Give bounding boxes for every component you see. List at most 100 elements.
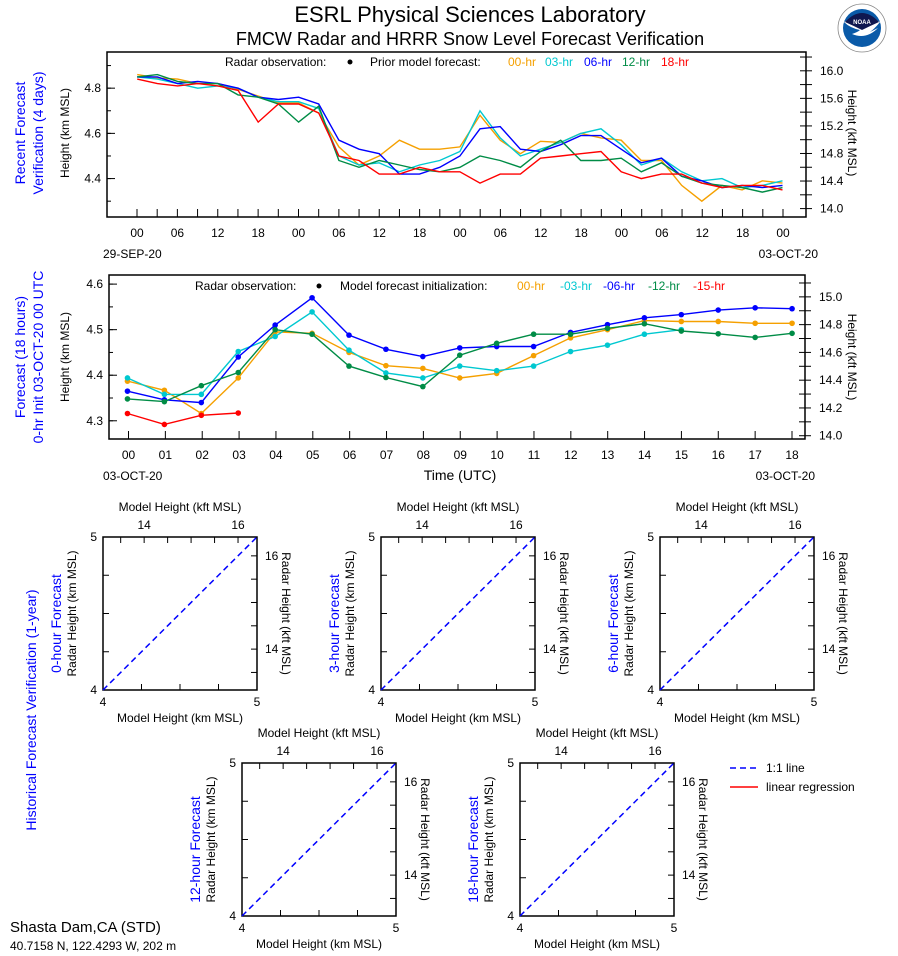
panel-12h-x2tick-label: 16	[370, 744, 384, 758]
mid-point-m03-hr	[420, 375, 426, 381]
panel-18h-ylabel: Radar Height (km MSL)	[482, 776, 496, 902]
mid-point-m06-hr	[124, 388, 131, 394]
top-xtick-label: 06	[655, 226, 669, 240]
top-xtick-label: 00	[292, 226, 306, 240]
mid-point-m06-hr	[198, 399, 205, 406]
mid-ytick-label: 4.6	[86, 277, 103, 291]
top-xtick-label: 06	[332, 226, 346, 240]
top-y2tick-label: 14.4	[820, 174, 844, 188]
panel-18h-one-to-one-line	[519, 762, 675, 917]
mid-end-date: 03-OCT-20	[756, 469, 816, 483]
noaa-logo: NOAA	[837, 3, 887, 53]
panel-6h-xtick-label: 4	[657, 695, 664, 709]
mid-point-m06-hr	[789, 305, 795, 312]
panel-18h-xlabel: Model Height (km MSL)	[534, 937, 660, 951]
mid-point-00-hr	[715, 318, 722, 325]
mid-point-m12-hr	[715, 330, 722, 337]
mid-point-m12-hr	[493, 340, 500, 347]
panel-18h-ytick-label: 5	[507, 756, 514, 770]
mid-point-m12-hr	[161, 398, 168, 405]
panel-6h-xtick-label: 5	[811, 695, 818, 709]
mid-point-m03-hr	[383, 370, 389, 376]
panel-18h-y2tick-label: 14	[682, 868, 696, 882]
mid-legend-15hr: -15-hr	[693, 279, 725, 293]
mid-series-m15-hr	[127, 412, 239, 426]
mid-point-00-hr	[678, 318, 685, 325]
panel-3h-xtick-label: 5	[532, 695, 539, 709]
mid-xtick-label: 10	[490, 448, 504, 462]
mid-y2tick-label: 14.4	[819, 373, 843, 387]
mid-y2tick-label: 14.2	[819, 401, 843, 415]
mid-point-m06-hr	[530, 343, 537, 350]
mid-point-m03-hr	[493, 367, 500, 374]
mid-y2tick-label: 14.8	[819, 318, 843, 332]
scatter-legend: 1:1 line linear regression	[730, 761, 855, 794]
mid-xtick-label: 13	[601, 448, 615, 462]
mid-point-00-hr	[383, 362, 389, 369]
mid-point-m03-hr	[567, 348, 574, 355]
panel-18h-y2label: Radar Height (kft MSL)	[696, 778, 710, 901]
panel-0h-x2label: Model Height (kft MSL)	[119, 500, 242, 514]
panel-0h-ytick-label: 4	[90, 683, 97, 697]
panel-6h-title: 6-hour Forecast	[605, 574, 621, 673]
panel-0h-xtick-label: 5	[254, 695, 261, 709]
mid-point-m03-hr	[641, 331, 648, 338]
mid-xtick-label: 16	[712, 448, 726, 462]
page-subtitle: FMCW Radar and HRRR Snow Level Forecast …	[236, 29, 704, 49]
mid-xtick-label: 09	[454, 448, 468, 462]
panel-12h-title: 12-hour Forecast	[187, 796, 203, 903]
mid-point-m06-hr	[715, 307, 722, 313]
mid-point-m12-hr	[567, 331, 574, 338]
panel-3h-title: 3-hour Forecast	[326, 574, 342, 673]
panel-3h-ytick-label: 4	[368, 683, 375, 697]
top-plot-frame	[106, 51, 807, 218]
panel-6h-ytick-label: 5	[647, 530, 654, 544]
mid-plot-frame	[108, 274, 806, 440]
panel-18h-xtick-label: 5	[671, 921, 678, 935]
mid-xtick-label: 17	[748, 448, 762, 462]
mid-xtick-label: 05	[306, 448, 320, 462]
mid-xlabel: Time (UTC)	[424, 467, 497, 483]
mid-point-m03-hr	[530, 363, 537, 369]
panel-18h-x2tick-label: 16	[648, 744, 662, 758]
top-ylabel: Height (km MSL)	[58, 88, 72, 178]
mid-point-m06-hr	[678, 311, 685, 318]
panel-0h-y2tick-label: 14	[265, 642, 279, 656]
historical-group-label: Historical Forecast Verification (1-year…	[23, 589, 39, 830]
panel-12h-y2label: Radar Height (kft MSL)	[418, 778, 432, 901]
panel-12h-xtick-label: 5	[393, 921, 400, 935]
mid-point-m12-hr	[124, 396, 131, 402]
panel-3h-one-to-one-line	[380, 536, 536, 691]
page-title: ESRL Physical Sciences Laboratory	[294, 2, 645, 27]
top-xtick-label: 18	[574, 226, 588, 240]
mid-point-00-hr	[456, 375, 463, 381]
top-legend-obs-label: Radar observation:	[225, 55, 326, 69]
top-series-12-hr	[137, 73, 783, 193]
panel-3h-y2label: Radar Height (kft MSL)	[557, 552, 571, 675]
top-legend-00hr: 00-hr	[508, 55, 536, 69]
top-xtick-label: 12	[211, 226, 225, 240]
chart-marks: 4.4 4.6 4.8 14.0 14.4 14.8 15.2 15.6 16.0 00 06 12 1…	[48, 51, 850, 951]
mid-legend-06hr: -06-hr	[603, 279, 635, 293]
mid-legend-12hr: -12-hr	[648, 279, 680, 293]
mid-series-m03-hr	[127, 310, 682, 396]
panel-3h-ytick-label: 5	[368, 530, 375, 544]
site-coords: 40.7158 N, 122.4293 W, 202 m	[10, 939, 176, 953]
mid-point-m12-hr	[752, 334, 758, 341]
mid-point-m06-hr	[272, 322, 278, 328]
top-legend-obs-marker	[347, 59, 353, 65]
panel-12h-x2label: Model Height (kft MSL)	[258, 726, 381, 740]
mid-point-00-hr	[752, 320, 758, 327]
panel-12h-y2tick-label: 14	[404, 868, 418, 882]
top-xtick-label: 00	[130, 226, 144, 240]
mid-point-m06-hr	[383, 346, 389, 353]
top-xtick-label: 00	[776, 226, 790, 240]
top-xtick-label: 06	[171, 226, 185, 240]
panel-18h-xtick-label: 4	[517, 921, 524, 935]
panel-0h-x2tick-label: 14	[137, 518, 151, 532]
mid-point-m12-hr	[198, 382, 205, 389]
mid-point-m06-hr	[752, 305, 758, 311]
mid-point-m12-hr	[678, 328, 685, 334]
mid-point-m06-hr	[346, 332, 352, 338]
